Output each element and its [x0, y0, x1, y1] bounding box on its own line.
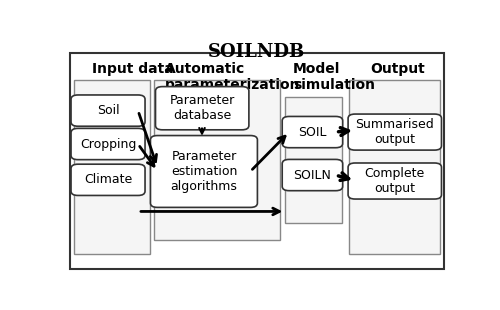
Text: Summarised
output: Summarised output	[356, 118, 434, 146]
FancyBboxPatch shape	[282, 117, 343, 148]
FancyBboxPatch shape	[150, 135, 258, 207]
Text: SOILN: SOILN	[294, 169, 332, 182]
Bar	[74, 80, 150, 255]
Text: Automatic
parameterization: Automatic parameterization	[165, 62, 300, 92]
Text: Parameter
database: Parameter database	[170, 94, 235, 122]
Bar	[154, 80, 280, 240]
FancyBboxPatch shape	[156, 86, 249, 130]
FancyBboxPatch shape	[71, 164, 145, 196]
Text: Input data: Input data	[92, 62, 174, 76]
Text: SOIL: SOIL	[298, 126, 326, 139]
Bar	[349, 80, 440, 255]
Bar	[286, 97, 342, 224]
Text: SOILNDB: SOILNDB	[208, 43, 305, 61]
FancyBboxPatch shape	[348, 114, 442, 150]
FancyBboxPatch shape	[71, 95, 145, 126]
Text: Parameter
estimation
algorithms: Parameter estimation algorithms	[170, 150, 237, 193]
Text: Output: Output	[370, 62, 426, 76]
FancyBboxPatch shape	[71, 128, 145, 160]
Text: Complete
output: Complete output	[364, 167, 425, 195]
Text: Soil: Soil	[96, 104, 120, 117]
FancyBboxPatch shape	[348, 163, 442, 199]
Text: Climate: Climate	[84, 173, 132, 186]
Text: Model
simulation: Model simulation	[293, 62, 375, 92]
Text: Cropping: Cropping	[80, 138, 136, 151]
FancyBboxPatch shape	[282, 159, 343, 191]
